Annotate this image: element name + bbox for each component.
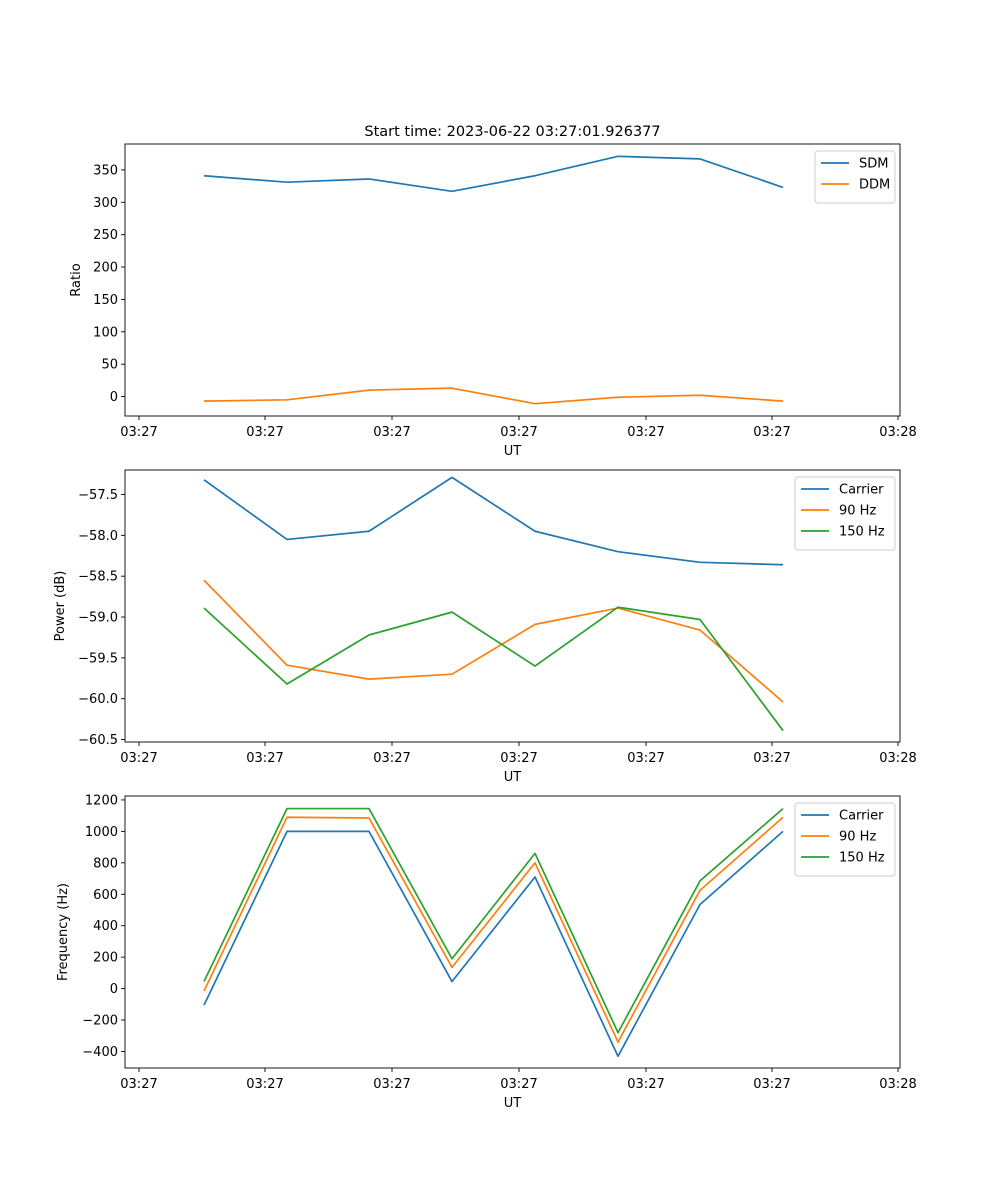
legend-label: 150 Hz xyxy=(839,851,885,866)
plot-frame xyxy=(124,143,901,417)
y-tick-label: −59.5 xyxy=(78,651,118,666)
legend-label: 150 Hz xyxy=(839,525,885,540)
x-tick-label: 03:27 xyxy=(753,1077,790,1092)
y-tick-label: −60.0 xyxy=(78,692,118,707)
y-tick-label: −57.5 xyxy=(78,488,118,503)
legend-label: 90 Hz xyxy=(839,830,876,845)
y-tick-label: 400 xyxy=(93,919,118,934)
x-tick-label: 03:27 xyxy=(246,425,283,440)
y-tick-label: 250 xyxy=(93,228,118,243)
chart-panel-2: −60.5 −60.0 −59.5 −59.0 −58.5 −58.0 −57.5 03:27… xyxy=(53,469,917,785)
x-axis-label: UT xyxy=(504,770,522,785)
series-line-sdm xyxy=(203,155,784,193)
plot-frame xyxy=(124,795,901,1069)
plot-frame xyxy=(124,469,901,743)
x-tick-label: 03:27 xyxy=(627,425,664,440)
y-axis-label: Ratio xyxy=(69,263,84,296)
y-tick-label: 50 xyxy=(101,358,118,373)
legend-label: SDM xyxy=(859,157,888,172)
x-tick-label: 03:27 xyxy=(627,751,664,766)
x-tick-label: 03:27 xyxy=(753,425,790,440)
x-tick-label: 03:27 xyxy=(120,1077,157,1092)
series-line-ddm xyxy=(203,387,784,405)
x-tick-label: 03:27 xyxy=(373,425,410,440)
legend-label: 90 Hz xyxy=(839,504,876,519)
y-tick-label: 300 xyxy=(93,196,118,211)
legend-label: Carrier xyxy=(839,483,884,498)
series-line-carrier xyxy=(203,830,784,1058)
y-tick-label: −59.0 xyxy=(78,611,118,626)
y-tick-label: −58.0 xyxy=(78,529,118,544)
legend: Carrier 90 Hz 150 Hz xyxy=(794,476,896,551)
series-line-150-hz xyxy=(203,606,784,732)
x-tick-label: 03:28 xyxy=(879,1077,916,1092)
y-tick-label: −400 xyxy=(82,1045,118,1060)
legend: Carrier 90 Hz 150 Hz xyxy=(794,802,896,877)
series-line-carrier xyxy=(203,476,784,566)
y-axis-label: Frequency (Hz) xyxy=(56,883,71,981)
y-tick-label: 150 xyxy=(93,293,118,308)
y-tick-label: 800 xyxy=(93,856,118,871)
x-tick-label: 03:27 xyxy=(120,425,157,440)
x-tick-label: 03:27 xyxy=(627,1077,664,1092)
y-tick-label: 200 xyxy=(93,951,118,966)
series-line-90-hz xyxy=(203,579,784,703)
x-tick-label: 03:27 xyxy=(500,425,537,440)
y-tick-label: 350 xyxy=(93,163,118,178)
x-tick-label: 03:27 xyxy=(373,751,410,766)
x-axis-label: UT xyxy=(504,1096,522,1111)
series-line-150-hz xyxy=(203,807,784,1034)
x-tick-label: 03:27 xyxy=(753,751,790,766)
y-tick-label: −58.5 xyxy=(78,570,118,585)
y-tick-label: −200 xyxy=(82,1014,118,1029)
y-tick-label: 200 xyxy=(93,261,118,276)
y-tick-label: 1000 xyxy=(85,825,118,840)
chart-panel-3: −400 −200 0 200 400 600 800 1000 1200 03:27 03:27 0… xyxy=(56,793,917,1111)
legend-box xyxy=(814,150,896,204)
series-line-90-hz xyxy=(203,816,784,1043)
x-tick-label: 03:28 xyxy=(879,751,916,766)
x-tick-label: 03:27 xyxy=(373,1077,410,1092)
y-tick-label: 600 xyxy=(93,888,118,903)
y-axis-label: Power (dB) xyxy=(53,571,68,642)
legend-label: Carrier xyxy=(839,809,884,824)
legend: SDM DDM xyxy=(814,150,896,204)
x-tick-label: 03:27 xyxy=(500,751,537,766)
y-tick-label: 0 xyxy=(110,982,118,997)
x-tick-label: 03:27 xyxy=(120,751,157,766)
chart-panel-1: Start time: 2023-06-22 03:27:01.926377 0 5… xyxy=(69,124,917,459)
y-tick-label: 1200 xyxy=(85,793,118,808)
legend-label: DDM xyxy=(859,178,890,193)
y-tick-label: 0 xyxy=(110,390,118,405)
x-tick-label: 03:27 xyxy=(246,1077,283,1092)
y-tick-label: 100 xyxy=(93,325,118,340)
x-tick-label: 03:27 xyxy=(500,1077,537,1092)
chart-title: Start time: 2023-06-22 03:27:01.926377 xyxy=(364,124,660,140)
y-tick-label: −60.5 xyxy=(78,733,118,748)
x-tick-label: 03:28 xyxy=(879,425,916,440)
x-tick-label: 03:27 xyxy=(246,751,283,766)
x-axis-label: UT xyxy=(504,444,522,459)
